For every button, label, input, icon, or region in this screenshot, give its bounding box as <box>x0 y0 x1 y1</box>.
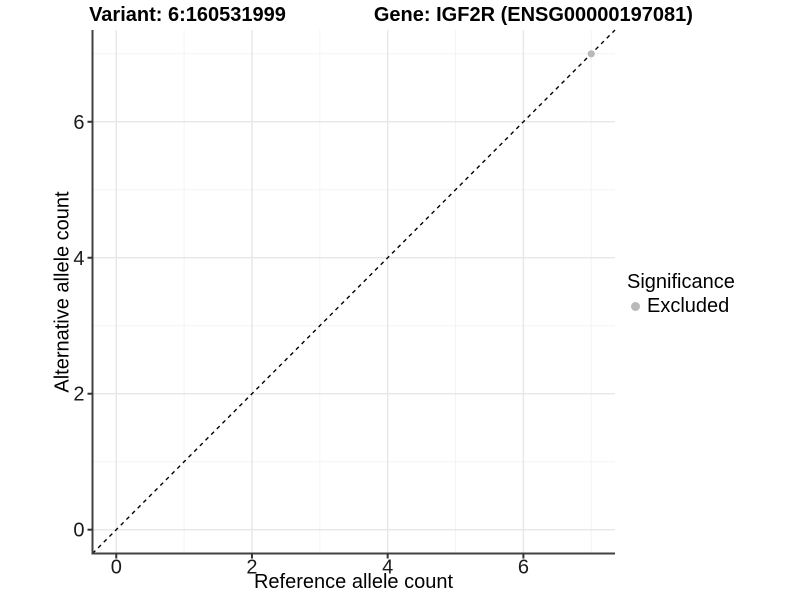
y-tick-label: 4 <box>73 248 84 270</box>
legend-item-excluded: Excluded <box>627 294 735 318</box>
x-axis-title: Reference allele count <box>253 571 453 593</box>
plot-title: Variant: 6:160531999 Gene: IGF2R (ENSG00… <box>0 3 782 27</box>
data-point-excluded <box>587 50 595 58</box>
legend-title: Significance <box>627 271 735 293</box>
legend-items: Excluded <box>627 294 735 318</box>
y-axis-title: Alternative allele count <box>51 191 74 393</box>
x-tick-label: 6 <box>518 557 529 579</box>
y-tick-label: 6 <box>73 112 84 134</box>
legend: Significance Excluded <box>627 270 735 318</box>
gene-title: Gene: IGF2R (ENSG00000197081) <box>373 4 693 26</box>
y-tick-label: 0 <box>73 520 84 542</box>
x-tick-label: 2 <box>246 557 257 579</box>
x-tick-label: 4 <box>382 557 393 579</box>
identity-reference-line <box>92 29 616 554</box>
legend-item-label: Excluded <box>647 295 730 317</box>
variant-title: Variant: 6:160531999 <box>89 4 286 26</box>
y-tick-label: 2 <box>73 384 84 406</box>
legend-dot-icon <box>631 301 640 311</box>
x-tick-label: 0 <box>111 557 122 579</box>
